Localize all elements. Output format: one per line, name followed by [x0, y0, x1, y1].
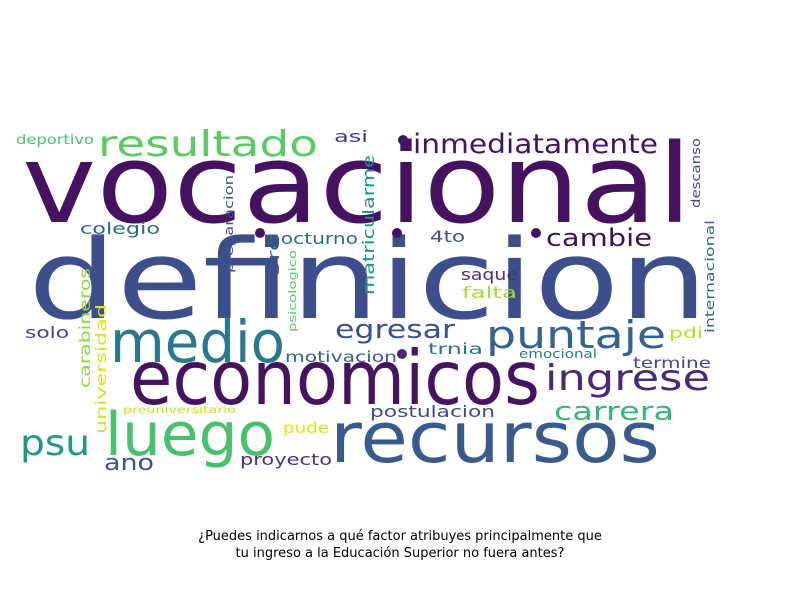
word-3ro: 3ro — [264, 236, 283, 276]
word-descanso: descanso — [689, 138, 703, 208]
word-inmediatamente: inmediatamente — [413, 129, 658, 160]
word-asi: asi — [334, 127, 368, 146]
word-colegio: colegio — [80, 219, 160, 238]
cloud-dot — [531, 228, 541, 238]
word-preuniversitario: preuniversitario — [123, 405, 236, 416]
word-resultado: resultado — [98, 124, 318, 165]
word-cambie: cambie — [546, 224, 652, 252]
word-nocturno: nocturno — [268, 229, 358, 248]
word-puntaje: puntaje — [486, 313, 666, 357]
word-recursos: recursos — [330, 397, 660, 479]
word-ingrese: ingrese — [545, 358, 710, 399]
word-4to: 4to — [430, 227, 465, 246]
word-psu: psu — [20, 423, 90, 464]
word-medio: medio — [110, 308, 285, 376]
word-falta: falta — [462, 283, 517, 302]
word-luego: luego — [105, 400, 275, 470]
word-matricularme: matricularme — [359, 155, 378, 295]
word-pude: pude — [283, 419, 329, 437]
word-preparacion: preparacion — [222, 175, 236, 273]
cloud-dot — [392, 228, 402, 238]
word-termine: termine — [633, 354, 711, 372]
word-motivacion: motivacion — [285, 348, 397, 366]
word-postulacion: postulacion — [370, 402, 495, 421]
word-vocacional: vocacional — [22, 120, 692, 248]
caption-line-2: tu ingreso a la Educación Superior no fu… — [235, 546, 565, 561]
caption-line-1: ¿Puedes indicarnos a qué factor atribuye… — [198, 529, 602, 544]
word-pdi: pdi — [669, 324, 703, 342]
word-psicologico: psicologico — [286, 250, 299, 332]
word-saque: saque — [461, 265, 518, 284]
word-carabineros: carabineros — [76, 268, 94, 388]
word-economicos: economicos — [130, 334, 540, 422]
word-emocional: emocional — [519, 347, 597, 361]
word-egresar: egresar — [335, 315, 455, 345]
word-trnia: trnia — [428, 340, 483, 358]
word-definicion: definicion — [28, 216, 708, 344]
figure-caption: ¿Puedes indicarnos a qué factor atribuye… — [0, 528, 800, 562]
cloud-dot — [397, 349, 407, 359]
word-proyecto: proyecto — [240, 450, 332, 469]
cloud-dot — [255, 228, 265, 238]
word-carrera: carrera — [554, 397, 674, 427]
word-universidad: universidad — [94, 304, 110, 434]
word-ano: ano — [104, 451, 154, 476]
word-deportivo: deportivo — [16, 133, 94, 148]
word-solo: solo — [25, 323, 69, 342]
word-internacional: internacional — [703, 220, 717, 333]
cloud-dot — [398, 135, 408, 145]
